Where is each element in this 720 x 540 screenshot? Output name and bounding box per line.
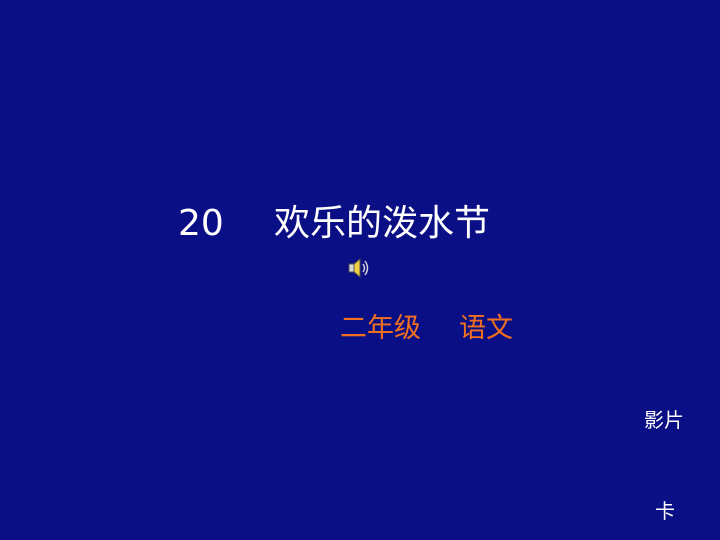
- slide-title: 20 欢乐的泼水节: [178, 202, 490, 246]
- speaker-icon[interactable]: [347, 257, 371, 279]
- lesson-title: 欢乐的泼水节: [274, 203, 491, 244]
- grade-label: 二年级: [340, 313, 421, 344]
- film-label: 影片: [644, 408, 684, 432]
- card-label: 卡: [655, 499, 675, 523]
- lesson-number: 20: [178, 203, 224, 244]
- slide-subtitle: 二年级 语文: [340, 312, 513, 346]
- subject-label: 语文: [459, 313, 513, 344]
